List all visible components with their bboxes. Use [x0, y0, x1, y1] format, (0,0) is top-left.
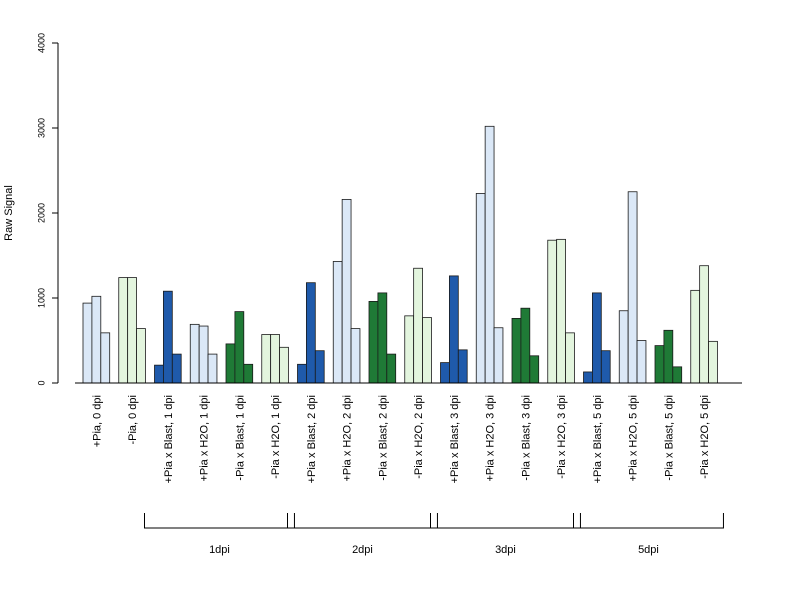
bar [672, 366, 683, 384]
group-label: 1dpi [209, 544, 230, 556]
bar [511, 317, 522, 384]
bar [475, 193, 486, 384]
x-tick-label: +Pia x H2O, 2 dpi [342, 395, 354, 482]
bar [413, 267, 423, 384]
x-tick-label: -Pia x Blast, 5 dpi [663, 395, 675, 481]
bar [171, 353, 182, 384]
bar [127, 277, 137, 384]
bar [583, 371, 593, 384]
bar [136, 328, 146, 384]
bar [305, 282, 316, 384]
bar [386, 353, 397, 384]
bar [636, 340, 647, 384]
group-label: 3dpi [495, 544, 516, 556]
group-label: 2dpi [352, 544, 373, 556]
bar [234, 311, 245, 384]
bar [600, 350, 611, 384]
bar [440, 362, 450, 384]
bars-layer [82, 125, 718, 384]
bar [279, 346, 289, 384]
bar [422, 317, 432, 384]
bar [341, 198, 352, 384]
bar [618, 310, 629, 384]
bar [404, 315, 415, 384]
bar [118, 277, 129, 384]
x-tick-label: +Pia x Blast, 2 dpi [306, 395, 318, 483]
bar [189, 323, 200, 384]
x-tick-label: -Pia x H2O, 2 dpi [413, 395, 425, 479]
x-tick-label: -Pia x Blast, 1 dpi [234, 395, 246, 481]
x-tick-label: +Pia x Blast, 1 dpi [163, 395, 175, 483]
x-tick-label: +Pia x Blast, 5 dpi [592, 395, 604, 483]
x-tick-label: -Pia x Blast, 2 dpi [377, 395, 389, 481]
bar [314, 350, 325, 384]
bar [448, 275, 459, 384]
bar [547, 239, 558, 384]
bar [493, 327, 504, 384]
bar [100, 332, 111, 384]
group-bracket [144, 513, 295, 529]
group-bracket [573, 513, 724, 529]
bar [332, 261, 343, 384]
x-tick-label: -Pia x H2O, 5 dpi [699, 395, 711, 479]
bar [368, 300, 379, 384]
x-tick-label: -Pia x H2O, 3 dpi [556, 395, 568, 479]
bar [520, 307, 531, 384]
group-label: 5dpi [638, 544, 659, 556]
y-tick-label: 4000 [36, 33, 46, 53]
bar [708, 340, 718, 384]
group-bracket [287, 513, 438, 529]
bar [225, 343, 236, 384]
bar [91, 295, 102, 384]
bar [82, 302, 93, 384]
y-axis: 0 1000 2000 3000 4000 [36, 33, 59, 386]
bar [207, 353, 218, 384]
x-tick-label: +Pia x Blast, 3 dpi [449, 395, 461, 483]
x-tick-label: +Pia x H2O, 1 dpi [199, 395, 211, 482]
bar [457, 349, 468, 384]
y-tick-label: 2000 [36, 203, 46, 223]
bar [690, 289, 701, 384]
x-tick-label: +Pia, 0 dpi [91, 395, 103, 447]
bar [699, 265, 709, 384]
bar [377, 292, 388, 384]
x-tick-label: +Pia x H2O, 3 dpi [485, 395, 497, 482]
bar [198, 325, 209, 384]
bar [484, 125, 495, 384]
y-tick-label: 3000 [36, 118, 46, 138]
bar [654, 345, 665, 384]
bar [270, 334, 280, 384]
x-tick-label: +Pia x H2O, 5 dpi [628, 395, 640, 482]
y-tick-label: 1000 [36, 288, 46, 308]
bar [556, 238, 566, 384]
group-bracket [430, 513, 581, 529]
x-tick-label: -Pia, 0 dpi [127, 395, 139, 445]
group-brackets: 1dpi 2dpi 3dpi 5dpi [144, 513, 724, 556]
bar [154, 364, 164, 384]
bar [297, 363, 307, 384]
x-tick-label: -Pia x Blast, 3 dpi [520, 395, 532, 481]
bar [663, 329, 674, 384]
x-tick-labels: +Pia, 0 dpi -Pia, 0 dpi +Pia x Blast, 1 dp… [91, 395, 711, 483]
y-axis-title: Raw Signal [3, 185, 15, 241]
bar [592, 292, 602, 384]
y-tick-label: 0 [36, 380, 46, 385]
bar [162, 290, 173, 384]
bar [243, 363, 254, 384]
bar [529, 355, 540, 384]
x-tick-label: -Pia x H2O, 1 dpi [270, 395, 282, 479]
bar [627, 191, 638, 384]
bar [565, 332, 575, 384]
bar [350, 328, 361, 384]
bar [261, 334, 272, 384]
